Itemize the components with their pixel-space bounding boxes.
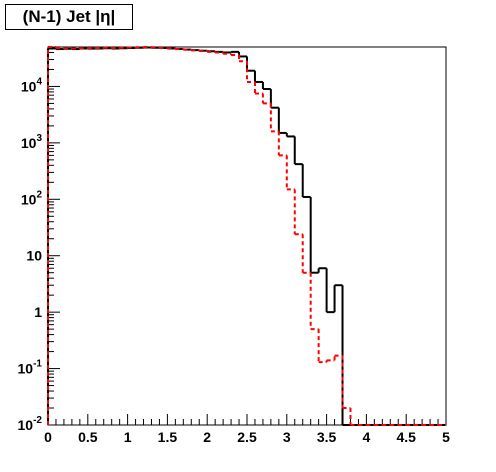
x-tick-label: 4.5 [396, 429, 416, 445]
x-tick-label: 1.5 [158, 429, 178, 445]
y-tick-label: 102 [21, 189, 43, 207]
x-tick-label: 5 [442, 429, 450, 445]
y-tick-label: 10-2 [18, 415, 43, 433]
x-tick-label: 1 [124, 429, 132, 445]
y-tick-label: 103 [21, 133, 43, 151]
x-tick-label: 3 [283, 429, 291, 445]
x-tick-label: 2.5 [237, 429, 257, 445]
x-tick-label: 3.5 [317, 429, 337, 445]
series-layer [47, 46, 446, 426]
y-tick-label: 10-1 [18, 359, 43, 377]
series-2 [47, 46, 446, 426]
chart-title: (N-1) Jet |η| [5, 4, 133, 30]
y-tick-label: 10 [26, 248, 42, 264]
x-tick-label: 2 [203, 429, 211, 445]
y-tick-label: 1 [34, 304, 42, 320]
x-tick-label: 0.5 [78, 429, 98, 445]
plot-frame [47, 46, 447, 426]
y-tick-label: 104 [21, 76, 43, 94]
x-tick-label: 0 [44, 429, 52, 445]
x-tick-label: 4 [363, 429, 371, 445]
x-axis: 0 0.5 1 1.5 2 2.5 3 3.5 4 4.5 5 [44, 414, 450, 445]
